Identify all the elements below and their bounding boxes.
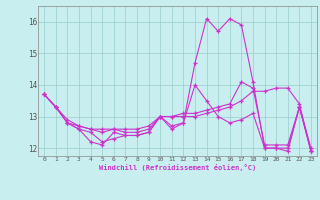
X-axis label: Windchill (Refroidissement éolien,°C): Windchill (Refroidissement éolien,°C): [99, 164, 256, 171]
